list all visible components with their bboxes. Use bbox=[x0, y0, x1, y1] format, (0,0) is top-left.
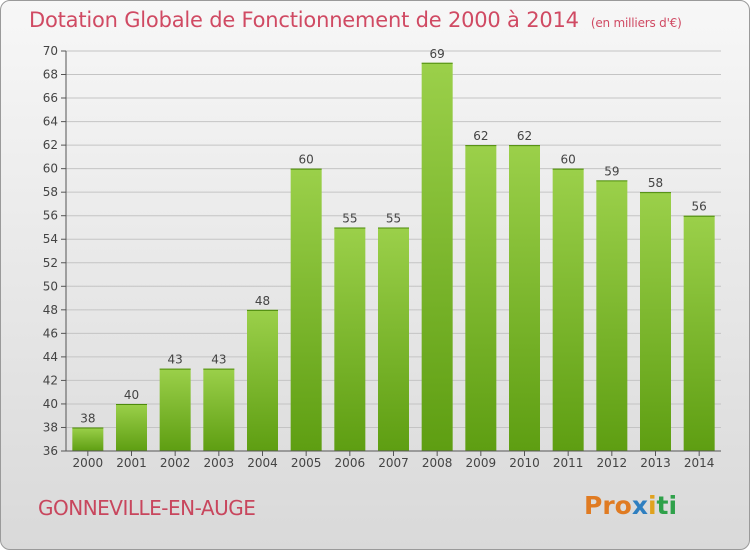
bar-2012 bbox=[596, 180, 628, 452]
y-tick-label: 42 bbox=[43, 373, 58, 387]
bar-2000 bbox=[72, 427, 104, 451]
bar-2004 bbox=[247, 309, 278, 451]
x-tick-label: 2014 bbox=[684, 456, 715, 470]
chart-title: Dotation Globale de Fonctionnement de 20… bbox=[29, 8, 682, 32]
x-tick-label: 2007 bbox=[378, 456, 409, 470]
bar-2005 bbox=[290, 168, 322, 451]
y-tick-label: 58 bbox=[43, 185, 58, 199]
bar-value-label: 38 bbox=[80, 411, 95, 425]
x-tick-label: 2005 bbox=[291, 456, 322, 470]
bar-2011 bbox=[552, 168, 584, 451]
bar-value-label: 56 bbox=[692, 200, 707, 214]
bar-value-label: 55 bbox=[342, 211, 357, 225]
bar-value-label: 62 bbox=[517, 129, 532, 143]
bar-2001 bbox=[116, 403, 147, 451]
bar-value-label: 59 bbox=[604, 164, 619, 178]
y-tick-label: 64 bbox=[43, 115, 58, 129]
x-tick-label: 2000 bbox=[73, 456, 104, 470]
x-tick-label: 2001 bbox=[116, 456, 147, 470]
chart-title-text: Dotation Globale de Fonctionnement de 20… bbox=[29, 8, 579, 32]
y-tick-label: 68 bbox=[43, 68, 58, 82]
bar-2010 bbox=[509, 145, 540, 451]
y-tick-label: 56 bbox=[43, 209, 58, 223]
y-tick-label: 38 bbox=[43, 420, 58, 434]
axes: 36 38 40 42 44 46 48 50 52 54 56 58 60 62 64 66 68 70 2000… bbox=[43, 44, 721, 470]
x-tick-label: 2006 bbox=[335, 456, 366, 470]
bar-value-label: 62 bbox=[473, 129, 488, 143]
commune-name: GONNEVILLE-EN-AUGE bbox=[38, 496, 256, 520]
bar-value-label: 69 bbox=[430, 47, 445, 61]
y-tick-label: 62 bbox=[43, 138, 58, 152]
bar-value-label: 43 bbox=[211, 353, 226, 367]
bar-2014 bbox=[683, 215, 715, 451]
x-tick-label: 2003 bbox=[204, 456, 235, 470]
bar-value-label: 60 bbox=[299, 153, 314, 167]
x-tick-label: 2004 bbox=[247, 456, 278, 470]
bar-2002 bbox=[159, 368, 191, 451]
x-tick-label: 2013 bbox=[640, 456, 671, 470]
bar-value-label: 43 bbox=[168, 353, 183, 367]
bar-2009 bbox=[465, 145, 497, 451]
y-tick-label: 66 bbox=[43, 91, 58, 105]
bar-value-label: 55 bbox=[386, 211, 401, 225]
y-tick-label: 36 bbox=[43, 444, 58, 458]
bar-value-label: 48 bbox=[255, 294, 270, 308]
y-tick-label: 44 bbox=[43, 350, 58, 364]
bar-2007 bbox=[378, 227, 409, 451]
x-tick-label: 2002 bbox=[160, 456, 191, 470]
chart-subtitle: (en milliers d'€) bbox=[590, 16, 682, 30]
y-tick-label: 54 bbox=[43, 232, 58, 246]
bar-value-label: 60 bbox=[561, 153, 576, 167]
bars: 38 40 43 43 48 60 55 55 69 62 62 60 59 58 56 bbox=[72, 47, 715, 452]
y-tick-label: 40 bbox=[43, 397, 58, 411]
bar-2003 bbox=[203, 368, 235, 451]
bar-value-label: 40 bbox=[124, 388, 139, 402]
x-tick-label: 2012 bbox=[597, 456, 628, 470]
x-tick-label: 2010 bbox=[509, 456, 540, 470]
bar-2006 bbox=[334, 227, 366, 451]
x-tick-label: 2009 bbox=[466, 456, 497, 470]
y-tick-label: 48 bbox=[43, 303, 58, 317]
bar-value-label: 58 bbox=[648, 176, 663, 190]
y-tick-label: 52 bbox=[43, 256, 58, 270]
proxiti-logo: Proxiti bbox=[584, 491, 678, 520]
bar-2013 bbox=[640, 192, 671, 452]
y-tick-label: 60 bbox=[43, 162, 58, 176]
bar-2008 bbox=[421, 62, 453, 451]
y-tick-label: 50 bbox=[43, 279, 58, 293]
y-tick-label: 46 bbox=[43, 326, 58, 340]
x-tick-label: 2008 bbox=[422, 456, 453, 470]
x-tick-label: 2011 bbox=[553, 456, 584, 470]
y-tick-label: 70 bbox=[43, 44, 58, 58]
